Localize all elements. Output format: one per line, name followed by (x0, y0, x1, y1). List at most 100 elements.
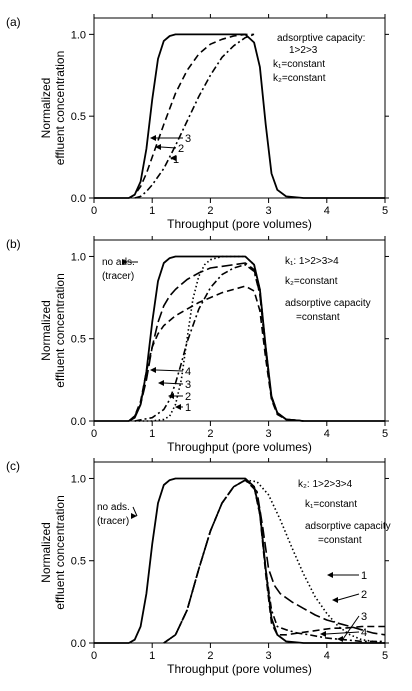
x-tick-label: 1 (149, 650, 155, 662)
series-pointer-arrowhead (320, 631, 326, 637)
series-number-label: 2 (178, 143, 184, 155)
annotation-text: k₁=constant (305, 499, 357, 510)
x-tick-label: 1 (149, 428, 155, 440)
x-tick-label: 4 (324, 428, 330, 440)
series-pointer-arrowhead (175, 404, 181, 410)
panel-label: (b) (6, 237, 21, 251)
series-pointer-arrowhead (155, 144, 161, 150)
series-pointer-line (337, 593, 360, 601)
x-tick-label: 2 (207, 428, 213, 440)
series-line-1 (134, 255, 304, 422)
series-line-3 (94, 33, 385, 199)
tracer-label: (tracer) (97, 516, 129, 527)
x-tick-label: 3 (266, 205, 272, 217)
y-tick-label: 0.5 (71, 334, 86, 346)
panel-label: (c) (6, 459, 20, 473)
series-line-2 (134, 263, 304, 422)
y-tick-label: 0.0 (71, 416, 86, 428)
x-tick-label: 2 (207, 650, 213, 662)
series-pointer-line (342, 615, 360, 640)
series-number-label: 3 (185, 133, 191, 145)
series-number-label: 1 (173, 154, 179, 166)
annotation-text: adsorptive capacity (305, 521, 391, 532)
x-axis-title: Throughput (pore volumes) (167, 217, 312, 231)
annotation-text: adsorptive capacity: (277, 33, 365, 44)
annotation-text: k₂=constant (285, 276, 338, 287)
series-number-label: 2 (185, 391, 191, 403)
y-tick-label: 0.0 (71, 193, 86, 205)
y-tick-label: 0.5 (71, 556, 86, 568)
panel-label: (a) (6, 15, 21, 29)
series-pointer-line (155, 369, 184, 372)
series-pointer-arrowhead (168, 393, 174, 399)
series-line-2 (128, 33, 255, 199)
tracer-pointer-line (132, 506, 138, 517)
annotation-text: 1>2>3 (289, 45, 318, 56)
series-number-label: 4 (185, 366, 191, 378)
y-axis-title-line1: Normalized (39, 522, 53, 583)
series-line-4 (128, 285, 304, 422)
annotation-text: =constant (296, 312, 340, 323)
series-number-label: 3 (361, 611, 367, 623)
y-axis-title-line1: Normalized (39, 78, 53, 139)
x-tick-label: 5 (382, 205, 388, 217)
y-tick-label: 0.0 (71, 638, 86, 650)
tracer-label: (tracer) (102, 271, 134, 282)
y-tick-label: 0.5 (71, 111, 86, 123)
tracer-label: no ads. (97, 502, 130, 513)
annotation-text: k₁: 1>2>3>4 (285, 256, 339, 267)
y-axis-title-line2: effluent concentration (53, 51, 67, 166)
y-tick-label: 1.0 (71, 473, 86, 485)
series-line-1 (134, 33, 255, 199)
annotation-text: k₁=constant (273, 59, 325, 70)
y-axis-title-line2: effluent concentration (53, 273, 67, 388)
series-line-no-ads-tracer- (94, 255, 385, 422)
x-axis-title: Throughput (pore volumes) (167, 440, 312, 454)
series-line-3 (128, 262, 304, 422)
x-tick-label: 0 (91, 428, 97, 440)
series-line-2 (163, 479, 386, 644)
x-tick-label: 3 (266, 650, 272, 662)
series-pointer-arrowhead (150, 367, 156, 373)
series-pointer-arrowhead (337, 636, 343, 642)
tracer-arrowhead (131, 513, 137, 519)
x-tick-label: 3 (266, 428, 272, 440)
tracer-label: no ads. (102, 257, 135, 268)
y-axis-title-line1: Normalized (39, 300, 53, 361)
annotation-text: k₂=constant (273, 73, 326, 84)
y-tick-label: 1.0 (71, 29, 86, 41)
series-pointer-line (160, 146, 177, 149)
series-number-label: 1 (361, 570, 367, 582)
y-tick-label: 1.0 (71, 251, 86, 263)
series-pointer-arrowhead (327, 572, 333, 578)
series-number-label: 1 (185, 402, 191, 414)
series-pointer-arrowhead (158, 380, 164, 386)
x-tick-label: 2 (207, 205, 213, 217)
plot-frame (93, 461, 386, 644)
x-tick-label: 5 (382, 650, 388, 662)
series-line-4 (163, 479, 385, 644)
x-tick-label: 1 (149, 205, 155, 217)
x-tick-label: 4 (324, 650, 330, 662)
x-axis-title: Throughput (pore volumes) (167, 662, 312, 676)
chart-panel-c: (c) 0 1 2 3 4 5 0.0 0.5 1.0 Throughput (pore volum… (6, 458, 391, 676)
series-pointer-arrowhead (332, 597, 338, 603)
series-number-label: 2 (361, 589, 367, 601)
x-tick-label: 0 (91, 205, 97, 217)
x-tick-label: 0 (91, 650, 97, 662)
annotation-text: k₂: 1>2>3>4 (298, 479, 353, 490)
plot-frame (93, 17, 386, 199)
series-number-label: 3 (185, 379, 191, 391)
annotation-text: =constant (318, 535, 362, 546)
series-pointer-arrowhead (170, 155, 176, 161)
annotation-text: adsorptive capacity (285, 298, 371, 309)
series-pointer-arrowhead (150, 135, 156, 141)
series-number-label: 4 (361, 627, 367, 639)
x-tick-label: 5 (382, 428, 388, 440)
plot-frame (93, 239, 386, 422)
tracer-arrowhead (122, 259, 128, 265)
x-tick-label: 4 (324, 205, 330, 217)
